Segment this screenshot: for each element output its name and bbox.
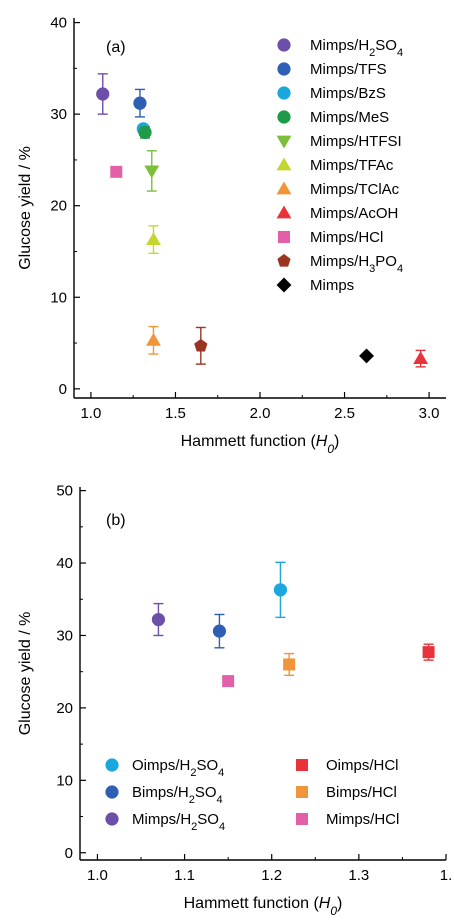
legend-label: Oimps/HCl	[326, 757, 399, 774]
x-tick-label: 1.0	[87, 867, 108, 884]
legend-label: Mimps/HTFSI	[310, 133, 402, 150]
data-point-mimps-h-po-	[194, 338, 208, 352]
legend-label: Mimps/AcOH	[310, 205, 398, 222]
chart-panel-a: 0 10 20 30 40 1.0 1.5 2.0 2.5 3.0 Hammett function…	[17, 15, 446, 456]
data-point-mimps-tfs	[133, 96, 147, 110]
legend-marker	[276, 205, 292, 219]
legend-marker	[276, 157, 292, 171]
data-point-mimps-htfsi	[144, 165, 160, 179]
y-tick-label: 30	[50, 106, 67, 123]
legend-marker	[277, 254, 291, 267]
legend-label: Mimps/MeS	[310, 109, 389, 126]
legend-marker	[296, 813, 308, 825]
legend-marker	[105, 785, 119, 799]
y-tick-label: 10	[50, 289, 67, 306]
y-tick-label: 0	[65, 845, 73, 862]
legend-marker	[278, 231, 290, 243]
data-point-mimps-hcl	[110, 165, 123, 178]
data-point-oimps-hcl	[422, 646, 435, 659]
legend-marker	[276, 135, 292, 149]
data-point-mimps-tfac	[146, 232, 161, 245]
x-tick-label: 1.1	[174, 867, 195, 884]
legend-marker	[276, 277, 292, 293]
legend-label: Mimps/H2SO4	[132, 811, 225, 833]
legend-marker	[277, 86, 291, 100]
legend-label: Bimps/H2SO4	[132, 784, 223, 806]
data-point-bimps-hcl	[283, 658, 296, 671]
legend-label: Mimps/BzS	[310, 85, 386, 102]
x-tick-label: 1.5	[165, 405, 186, 422]
legend: Oimps/H2SO4 Bimps/H2SO4 Mimps/H2SO4 Oimps/H…	[105, 757, 399, 833]
data-point-mimps	[359, 348, 374, 364]
x-tick-label: 2.0	[250, 405, 271, 422]
legend-marker	[277, 38, 291, 52]
y-tick-label: 40	[56, 555, 73, 572]
x-tick-label: 1.0	[80, 405, 101, 422]
data-point-mimps-hcl	[222, 675, 235, 688]
y-tick-label: 10	[56, 772, 73, 789]
legend-marker	[277, 110, 291, 124]
x-tick-label: 1.	[440, 867, 453, 884]
legend-label: Mimps/H3PO4	[310, 253, 403, 275]
data-point-oimps-h-so-	[273, 583, 288, 597]
legend: Mimps/H2SO4 Mimps/TFS Mimps/BzS Mimps/MeS Mi…	[276, 37, 403, 294]
data-point-mimps-h-so-	[96, 87, 110, 101]
legend-label: Mimps/H2SO4	[310, 37, 403, 59]
y-tick-label: 40	[50, 15, 67, 32]
legend-label: Mimps/HCl	[310, 229, 383, 246]
legend-label: Mimps/HCl	[326, 811, 399, 828]
legend-marker	[105, 758, 119, 772]
panel-label: (a)	[106, 39, 126, 56]
data-point-mimps-h-so-	[151, 612, 166, 627]
y-tick-label: 50	[56, 483, 73, 500]
chart-panel-b: 0 10 20 30 40 50 1.0 1.1 1.2 1.3 1. Hammett functio…	[17, 483, 452, 918]
legend-marker	[296, 786, 308, 798]
x-axis-label: Hammett function (H0)	[184, 895, 343, 918]
legend-label: Mimps/TFS	[310, 61, 387, 78]
y-tick-label: 20	[50, 198, 67, 215]
x-axis-label: Hammett function (H0)	[181, 433, 340, 456]
data-point-mimps-acoh	[413, 351, 429, 365]
y-tick-label: 20	[56, 700, 73, 717]
x-tick-label: 3.0	[419, 405, 440, 422]
y-tick-label: 0	[59, 381, 67, 398]
panel-label: (b)	[106, 512, 126, 529]
legend-label: Oimps/H2SO4	[132, 757, 224, 779]
legend-label: Bimps/HCl	[326, 784, 397, 801]
legend-label: Mimps	[310, 277, 354, 294]
legend-marker	[277, 62, 291, 76]
legend-label: Mimps/TFAc	[310, 157, 394, 174]
legend-marker	[105, 812, 119, 826]
legend-marker	[296, 759, 308, 771]
x-tick-label: 1.2	[261, 867, 282, 884]
legend-label: Mimps/TClAc	[310, 181, 400, 198]
y-tick-label: 30	[56, 627, 73, 644]
y-axis-label: Glucose yield / %	[17, 612, 34, 736]
y-axis-label: Glucose yield / %	[17, 146, 34, 270]
x-tick-label: 2.5	[334, 405, 355, 422]
data-point-mimps-tclac	[146, 332, 161, 346]
x-tick-label: 1.3	[348, 867, 369, 884]
data-point-bimps-h-so-	[212, 624, 227, 638]
legend-marker	[276, 181, 292, 195]
data-point-mimps-mes	[138, 125, 152, 140]
